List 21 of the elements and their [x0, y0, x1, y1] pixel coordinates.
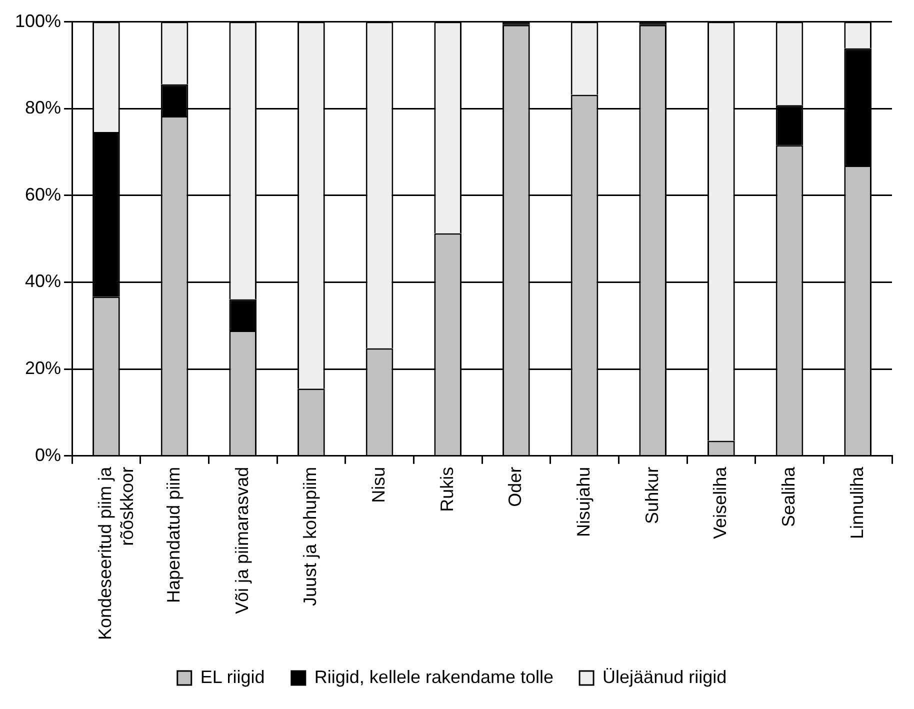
y-tick-label: 0%	[35, 444, 62, 465]
x-tick-label: Nisujahu	[573, 466, 594, 537]
y-tick-label: 80%	[25, 98, 62, 118]
x-tick-label: Nisu	[368, 466, 388, 503]
y-tick-label: 20%	[25, 358, 62, 378]
x-tick-label: Või ja piimarasvad	[232, 466, 252, 614]
x-tick-label: Linnuliha	[846, 466, 867, 539]
x-tick-label: Juust ja kohupiim	[300, 466, 320, 606]
x-tick-label: Suhkur	[642, 466, 662, 524]
x-tick-label: Veiseliha	[710, 466, 730, 539]
y-tick-label: 100%	[14, 10, 62, 31]
y-tick-label: 60%	[25, 184, 62, 204]
y-tick-label: 40%	[25, 271, 62, 292]
legend-label: EL riigid	[200, 666, 265, 687]
x-tick-label: Sealiha	[778, 466, 798, 527]
legend-label: Ülejäänud riigid	[602, 666, 727, 687]
x-tick-label: Oder	[505, 466, 526, 507]
x-tick-label: Kondeseeritud piim ja rõõskkoor	[95, 466, 137, 640]
x-tick-label: Hapendatud piim	[164, 466, 184, 603]
legend-label: Riigid, kellele rakendame tolle	[314, 666, 554, 687]
x-tick-label: Rukis	[436, 466, 457, 512]
